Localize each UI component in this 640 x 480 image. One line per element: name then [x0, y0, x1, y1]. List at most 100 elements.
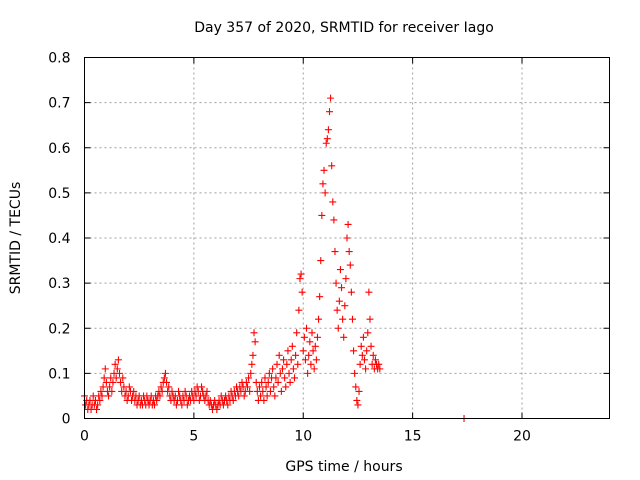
data-point [280, 356, 288, 364]
data-point [296, 275, 304, 283]
data-point [257, 392, 265, 400]
data-point [278, 365, 286, 373]
data-point [343, 234, 351, 242]
x-axis-label: GPS time / hours [285, 459, 402, 475]
data-point [99, 383, 107, 391]
data-point [165, 383, 173, 391]
data-point [305, 351, 313, 359]
data-point [168, 387, 176, 395]
x-tick-label: 10 [294, 429, 312, 445]
data-point [317, 257, 325, 265]
data-point [298, 288, 306, 296]
data-point [276, 369, 284, 377]
data-point [330, 216, 338, 224]
data-point [322, 139, 330, 147]
y-axis-ticks: 0 0.1 0.2 0.3 0.4 0.5 0.6 0.7 0.8 [48, 51, 610, 428]
data-point [363, 347, 371, 355]
data-point [117, 378, 125, 386]
data-point [327, 94, 335, 102]
data-point [260, 396, 268, 404]
data-point [334, 324, 342, 332]
data-point [367, 342, 375, 350]
data-point [335, 297, 343, 305]
y-tick-label: 0.6 [48, 141, 70, 157]
data-point [346, 261, 354, 269]
data-point [357, 342, 365, 350]
data-point [295, 306, 303, 314]
data-point [262, 383, 270, 391]
data-point [320, 166, 328, 174]
data-point [340, 333, 348, 341]
data-point [263, 392, 271, 400]
data-point [308, 329, 316, 337]
data-point [355, 387, 363, 395]
data-point [332, 279, 340, 287]
data-point [299, 347, 307, 355]
data-point [270, 383, 278, 391]
data-point [364, 329, 372, 337]
y-tick-label: 0.1 [48, 366, 70, 382]
data-point [375, 360, 383, 368]
data-points [81, 94, 468, 422]
data-point [248, 360, 256, 368]
data-point [348, 315, 356, 323]
data-point [266, 387, 274, 395]
data-point [94, 401, 102, 409]
data-point [358, 351, 366, 359]
data-point [183, 401, 191, 409]
data-point [247, 369, 255, 377]
data-point [287, 356, 295, 364]
data-point [157, 383, 165, 391]
data-point [354, 401, 362, 409]
data-point [153, 396, 161, 404]
data-point [251, 338, 259, 346]
data-point [284, 347, 292, 355]
data-point [366, 315, 374, 323]
data-point [339, 315, 347, 323]
data-point [318, 211, 326, 219]
data-point [338, 284, 346, 292]
data-point [328, 162, 336, 170]
data-point [347, 288, 355, 296]
data-point [175, 387, 183, 395]
y-tick-label: 0.7 [48, 96, 70, 112]
data-point [119, 374, 127, 382]
data-point [369, 351, 377, 359]
data-point [294, 360, 302, 368]
data-point [341, 302, 349, 310]
data-point [242, 378, 250, 386]
data-point [323, 135, 331, 143]
data-point [283, 360, 291, 368]
data-point [229, 396, 237, 404]
data-point [274, 378, 282, 386]
y-tick-label: 0.4 [48, 231, 70, 247]
data-point [275, 351, 283, 359]
data-point [321, 189, 329, 197]
data-point [315, 315, 323, 323]
data-point [309, 347, 317, 355]
data-point [329, 198, 337, 206]
data-point [273, 360, 281, 368]
data-point [356, 360, 364, 368]
data-point [160, 374, 168, 382]
data-point [350, 347, 358, 355]
data-point [300, 333, 308, 341]
data-point [288, 342, 296, 350]
data-point [256, 383, 263, 391]
data-point [351, 369, 359, 377]
y-axis-label: SRMTID / TECUs [8, 182, 24, 295]
data-point [376, 365, 384, 373]
data-point [282, 383, 290, 391]
data-point [269, 365, 277, 373]
data-point [264, 378, 272, 386]
data-point [156, 392, 164, 400]
x-axis-ticks: 0 5 10 15 20 [80, 57, 531, 445]
data-point [112, 374, 120, 382]
data-point [259, 387, 267, 395]
data-point [202, 392, 210, 400]
data-point [130, 387, 138, 395]
data-point [265, 369, 273, 377]
data-point [285, 369, 293, 377]
data-point [352, 383, 360, 391]
